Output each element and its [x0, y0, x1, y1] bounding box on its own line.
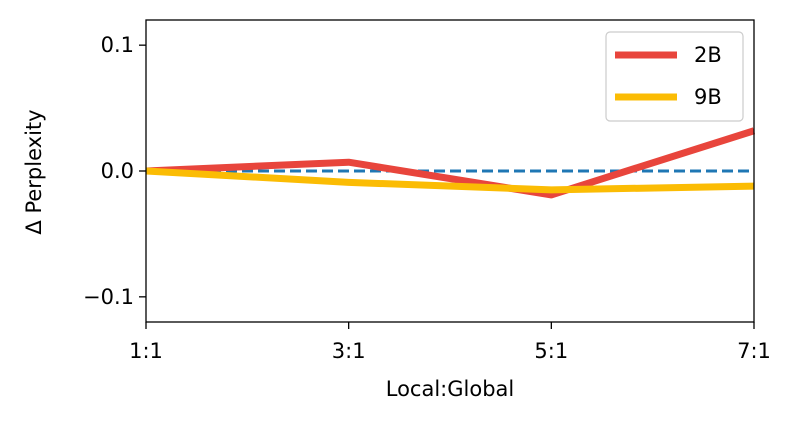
y-axis-label: Δ Perplexity	[22, 109, 46, 234]
y-tick-label: 0.0	[101, 159, 134, 183]
series-layer	[145, 127, 756, 199]
x-axis-label: Local:Global	[386, 377, 515, 401]
x-axis: 1:1 3:1 5:1 7:1	[129, 322, 771, 363]
series-line-9B	[145, 167, 755, 194]
x-tick-label: 1:1	[129, 339, 163, 363]
x-tick-label: 7:1	[737, 339, 771, 363]
x-tick-label: 3:1	[332, 339, 366, 363]
legend-label-2B: 2B	[694, 43, 722, 67]
y-tick-label: −0.1	[83, 285, 134, 309]
legend-label-9B: 9B	[694, 85, 722, 109]
legend-frame	[605, 31, 744, 122]
y-tick-label: 0.1	[101, 33, 134, 57]
y-axis: −0.1 0.0 0.1	[83, 33, 146, 309]
legend: 2B 9B	[605, 31, 744, 122]
series-line-2B	[145, 127, 756, 199]
x-tick-label: 5:1	[534, 339, 568, 363]
